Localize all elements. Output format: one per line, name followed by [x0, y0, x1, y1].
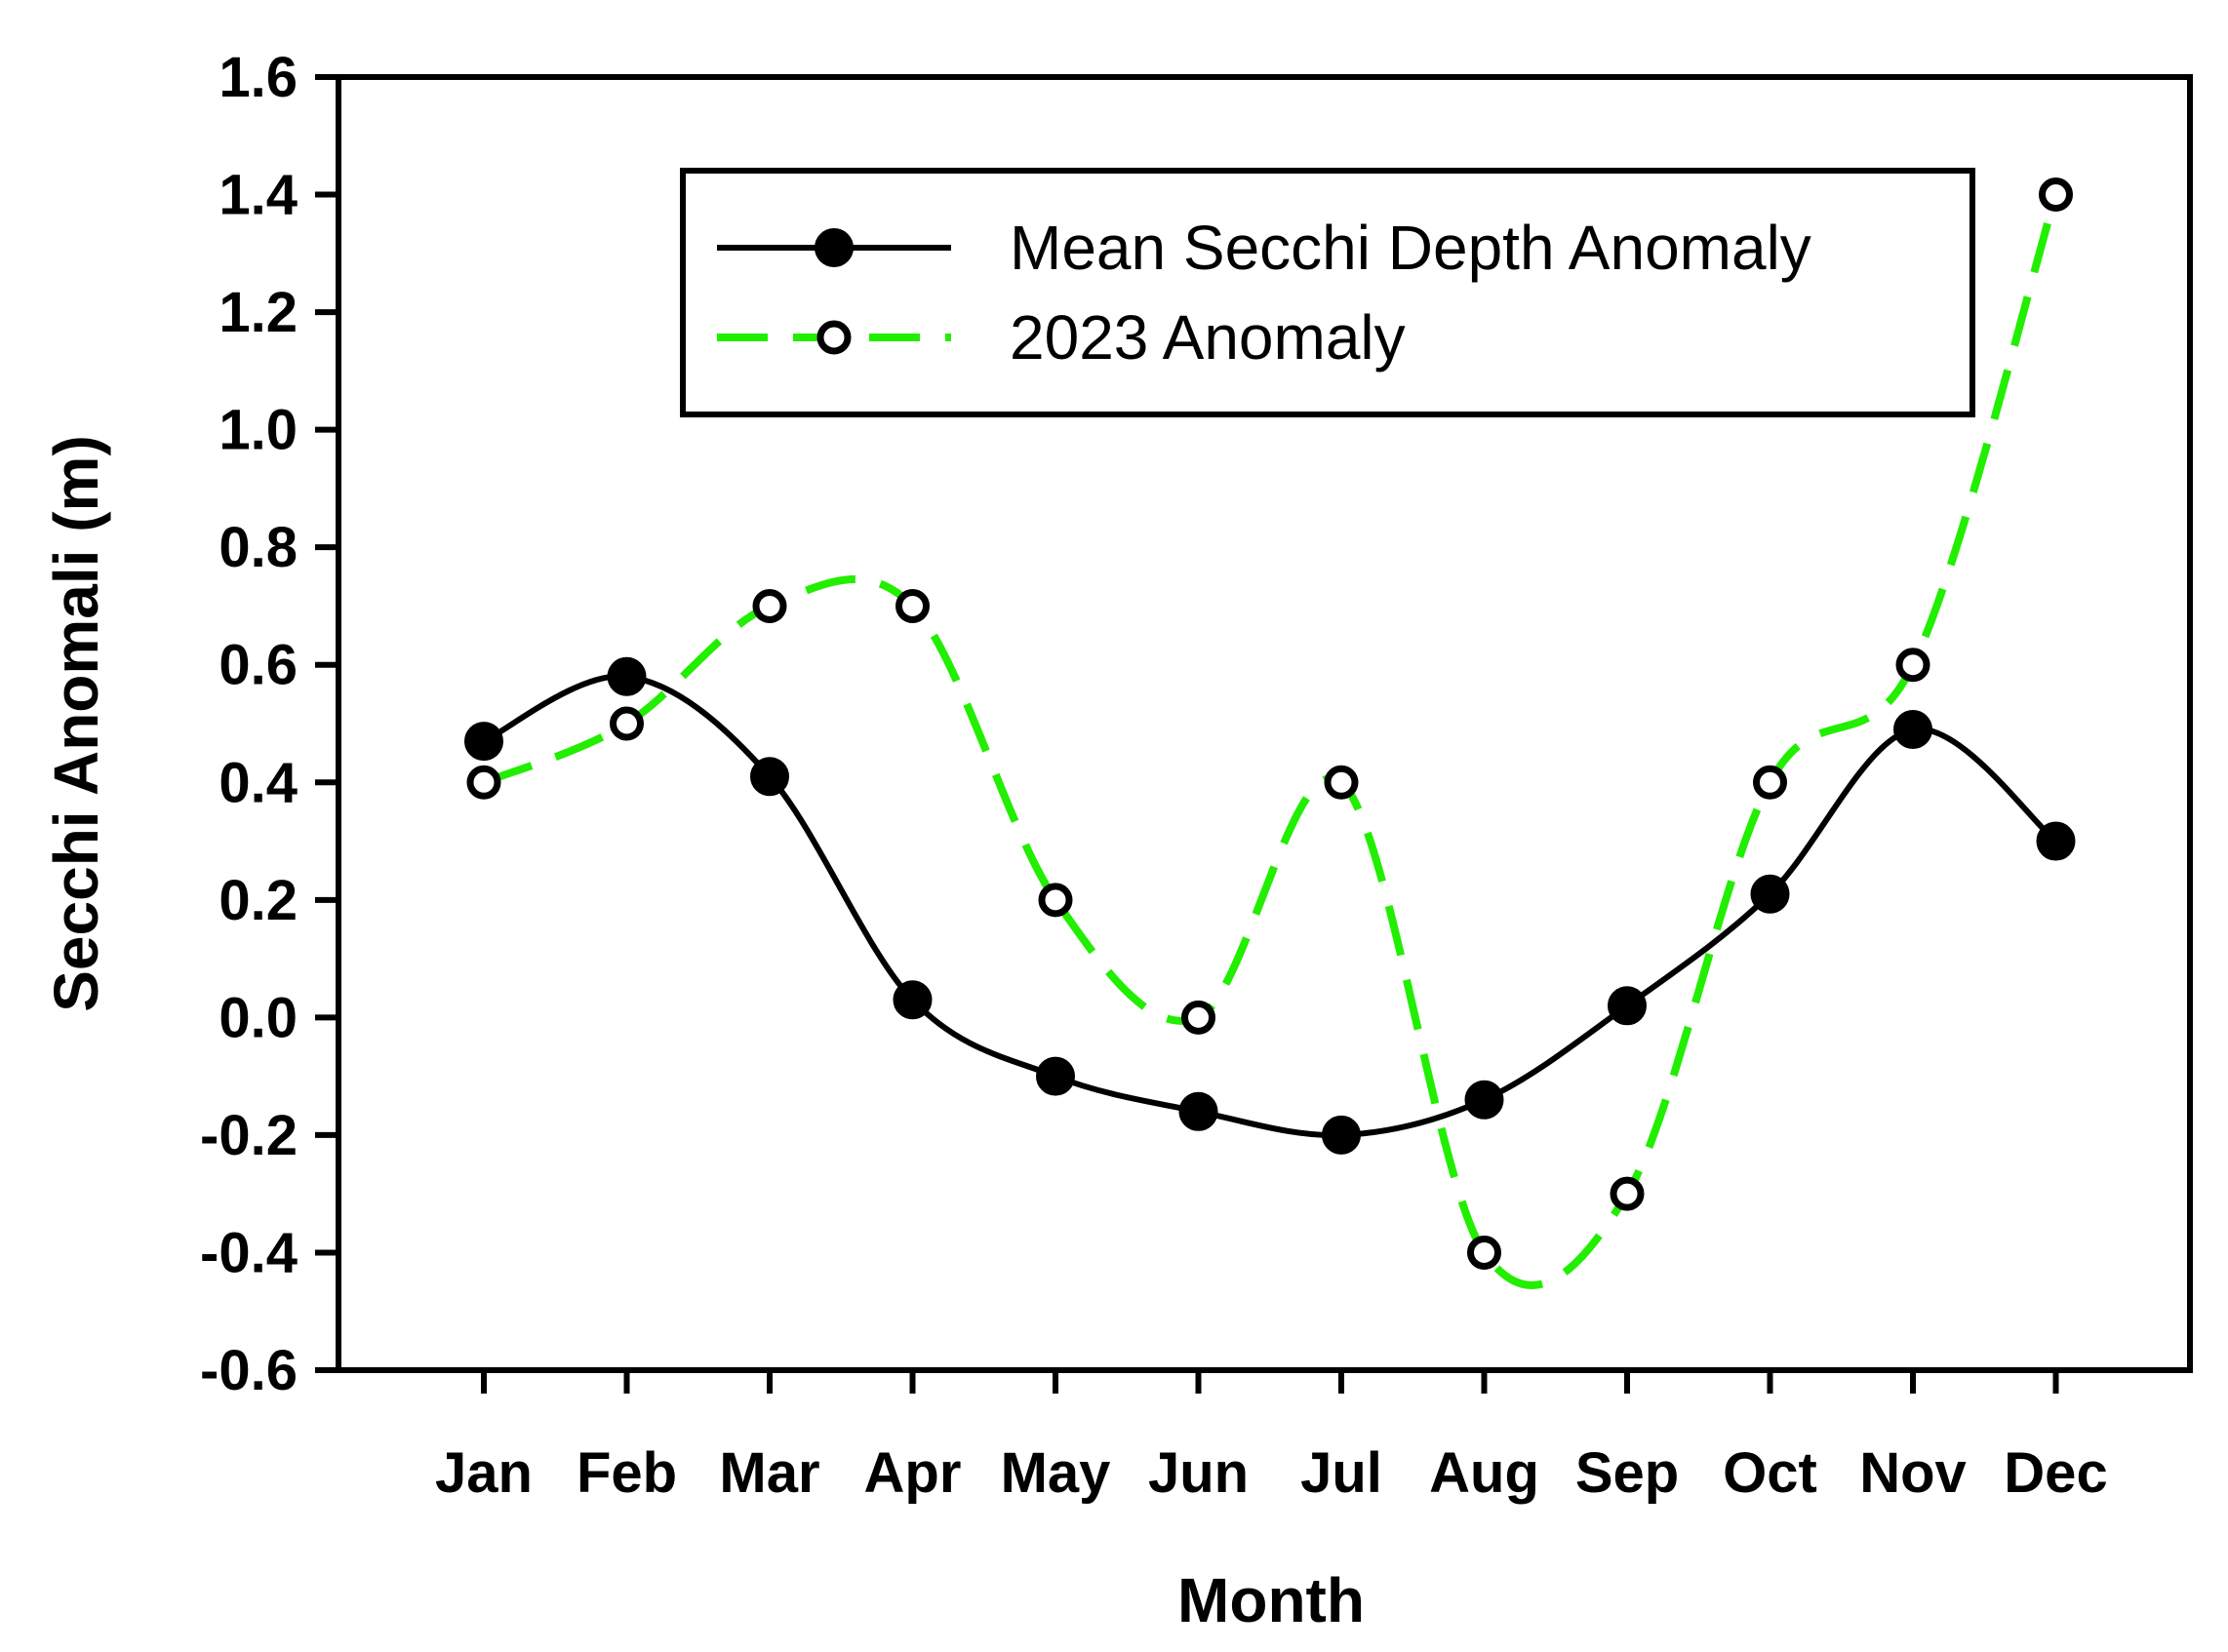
y-axis-title: Secchi Anomali (m): [41, 435, 111, 1012]
y-tick-label: -0.2: [200, 1104, 298, 1167]
point-mean-jul: [1322, 1115, 1361, 1155]
point-2023-nov: [1895, 648, 1930, 683]
point-mean-nov: [1893, 710, 1932, 750]
y-tick-label: 0.4: [219, 751, 298, 814]
point-2023-may: [1038, 883, 1073, 918]
series-layer: [464, 177, 2076, 1289]
x-tick-label-jan: Jan: [435, 1441, 533, 1505]
y-tick-label: 0.2: [219, 869, 298, 932]
x-tick-label-apr: Apr: [864, 1441, 962, 1505]
point-2023-jan: [466, 765, 501, 800]
y-tick-label: -0.6: [200, 1339, 298, 1402]
series-line-mean: [482, 673, 2058, 1139]
point-mean-apr: [893, 980, 933, 1020]
legend-marker-mean: [815, 228, 854, 267]
point-mean-feb: [607, 656, 647, 696]
point-2023-oct: [1753, 765, 1787, 800]
plot-frame: [336, 74, 2193, 1373]
x-tick-label-aug: Aug: [1429, 1441, 1539, 1505]
point-2023-aug: [1467, 1235, 1501, 1270]
y-tick-label: 1.0: [219, 399, 298, 462]
point-mean-dec: [2036, 821, 2076, 861]
point-mean-may: [1036, 1056, 1075, 1096]
legend-box: [680, 168, 1975, 417]
point-2023-mar: [752, 588, 787, 623]
axes: 1.6 1.4 1.2 1.0 0.8 0.6 0.4 0.2 0.0 -0.2 -0.4 -0.6 J…: [41, 46, 2108, 1635]
y-tick-label: 0.8: [219, 516, 298, 579]
x-axis-title: Month: [1177, 1565, 1365, 1635]
legend-label-2023: 2023 Anomaly: [1010, 302, 1406, 373]
y-tick-label: 1.2: [219, 281, 298, 344]
point-2023-jul: [1324, 765, 1359, 800]
point-mean-jan: [464, 722, 503, 762]
point-mean-sep: [1608, 986, 1647, 1026]
x-tick-label-sep: Sep: [1575, 1441, 1679, 1505]
y-tick-label: 1.4: [219, 164, 298, 227]
y-tick-label: -0.4: [200, 1221, 298, 1284]
x-tick-label-jul: Jul: [1300, 1441, 1382, 1505]
legend: Mean Secchi Depth Anomaly 2023 Anomaly: [680, 168, 1975, 417]
point-2023-jun: [1181, 1000, 1215, 1035]
y-tick-label: 1.6: [219, 46, 298, 109]
y-tick-label: 0.0: [219, 986, 298, 1049]
legend-label-mean: Mean Secchi Depth Anomaly: [1010, 213, 1811, 283]
point-2023-feb: [610, 706, 644, 741]
point-2023-apr: [895, 588, 930, 623]
x-tick-label-dec: Dec: [2004, 1441, 2107, 1505]
x-tick-label-may: May: [1001, 1441, 1111, 1505]
y-tick-label: 0.6: [219, 634, 298, 697]
point-mean-aug: [1464, 1080, 1504, 1120]
x-tick-label-mar: Mar: [719, 1441, 819, 1505]
x-tick-label-oct: Oct: [1723, 1441, 1817, 1505]
plot-area: [336, 74, 2193, 1373]
x-tick-label-jun: Jun: [1148, 1441, 1249, 1505]
x-tick-label-nov: Nov: [1859, 1441, 1967, 1505]
point-mean-mar: [750, 757, 789, 797]
x-tick-label-feb: Feb: [577, 1441, 677, 1505]
point-2023-sep: [1610, 1176, 1645, 1211]
point-mean-oct: [1750, 874, 1790, 914]
point-2023-dec: [2039, 177, 2073, 213]
point-mean-jun: [1178, 1091, 1218, 1131]
legend-marker-2023: [816, 320, 852, 355]
